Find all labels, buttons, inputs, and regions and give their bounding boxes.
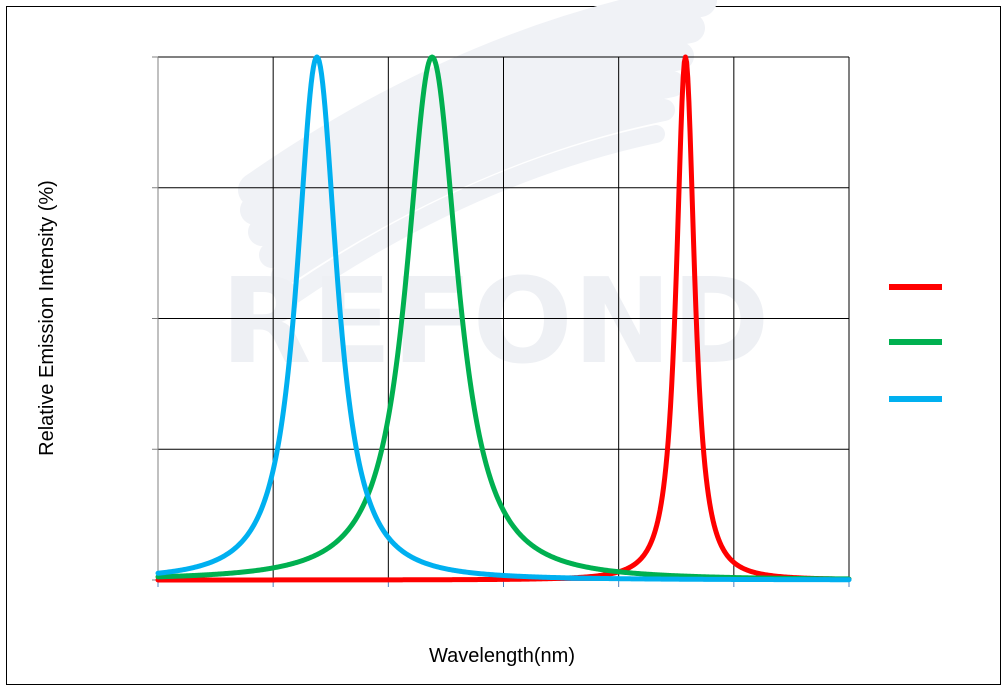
series-lines	[155, 54, 852, 583]
watermark-stripe	[240, 13, 705, 225]
series-line-3	[155, 54, 852, 583]
watermark-stripe	[238, 0, 717, 207]
x-axis-title: Wavelength(nm)	[429, 645, 575, 667]
legend	[889, 284, 942, 402]
watermark-stripe	[259, 71, 685, 268]
series-line-1	[155, 54, 852, 583]
y-axis-title: Relative Emission Intensity (%)	[36, 180, 58, 456]
watermark-stripe	[248, 42, 694, 246]
watermark-stripe	[283, 125, 665, 305]
watermark-text: REFOND	[220, 252, 769, 390]
